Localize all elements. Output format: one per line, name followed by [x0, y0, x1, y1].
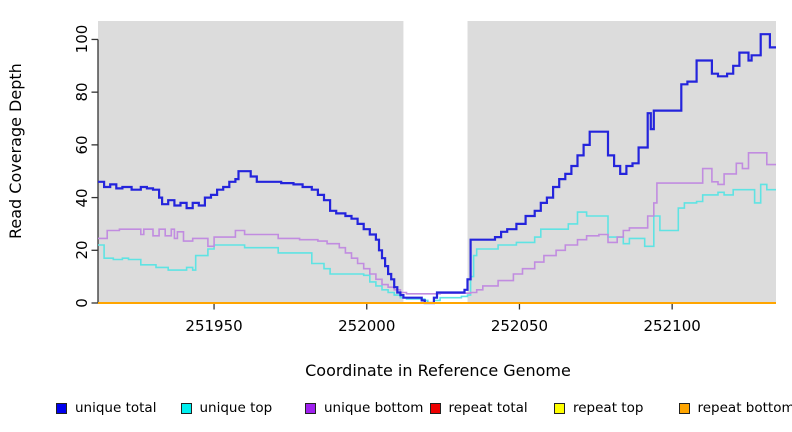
- legend-swatch-icon: [56, 402, 67, 414]
- y-tick-label: 20: [73, 240, 91, 260]
- x-tick-label: 252100: [643, 317, 701, 335]
- y-tick-label: 40: [73, 188, 91, 208]
- y-axis-title: Read Coverage Depth: [6, 63, 25, 239]
- legend-label: unique total: [75, 400, 157, 416]
- series-unique-top-line: [98, 183, 776, 304]
- legend-label: unique bottom: [324, 400, 424, 416]
- legend-item-unique-top: unique top: [180, 399, 273, 417]
- y-tick-label: 100: [73, 25, 91, 54]
- y-tick-label: 80: [73, 82, 91, 102]
- legend-item-repeat-top: repeat top: [554, 399, 643, 417]
- legend-item-unique-bottom: unique bottom: [305, 399, 423, 417]
- legend-swatch-icon: [305, 402, 316, 414]
- coverage-gap-band: [403, 21, 468, 303]
- x-tick-label: 251950: [185, 317, 243, 335]
- x-tick-label: 252000: [338, 317, 396, 335]
- x-tick-label: 252050: [490, 317, 549, 335]
- series-unique-total-line: [98, 33, 776, 305]
- legend-item-repeat-bottom: repeat bottom: [678, 399, 792, 417]
- y-tick-label: 0: [73, 298, 91, 308]
- legend-swatch-icon: [180, 402, 192, 414]
- legend-label: repeat total: [448, 400, 528, 416]
- legend-swatch-icon: [429, 402, 441, 414]
- legend-label: repeat top: [573, 400, 644, 416]
- legend-swatch-icon: [678, 402, 690, 414]
- legend-label: repeat bottom: [697, 400, 792, 416]
- legend-label: unique top: [199, 400, 273, 416]
- legend-item-repeat-total: repeat total: [429, 399, 528, 417]
- y-tick-label: 60: [73, 135, 91, 155]
- legend-item-unique-total: unique total: [56, 399, 156, 417]
- legend-swatch-icon: [554, 402, 565, 414]
- series-unique-bottom-line: [98, 152, 776, 295]
- x-axis-title: Coordinate in Reference Genome: [305, 361, 571, 380]
